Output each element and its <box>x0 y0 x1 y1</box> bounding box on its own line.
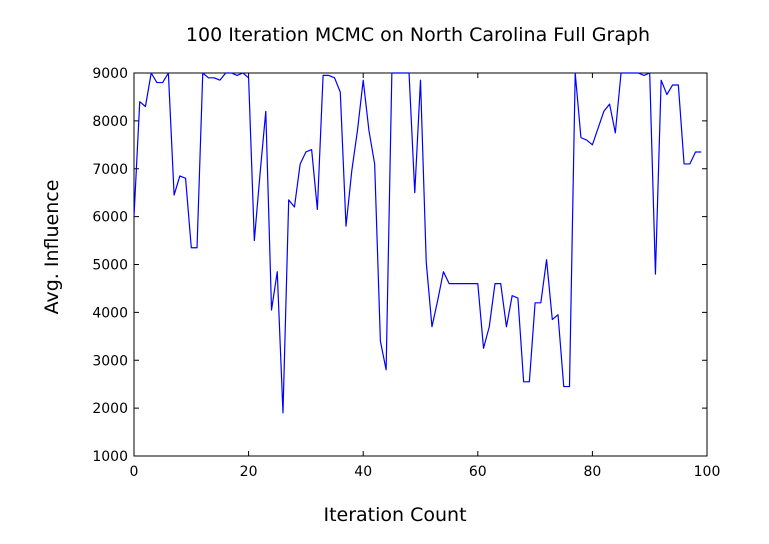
y-tick-label-5: 6000 <box>92 210 128 226</box>
y-tick-label-3: 4000 <box>92 305 128 321</box>
x-axis-ticks: 0 20 40 60 80 100 <box>130 73 721 480</box>
y-axis-label: Avg. Influence <box>41 180 63 315</box>
x-tick-label-0: 0 <box>130 464 139 480</box>
y-tick-label-6: 7000 <box>92 162 128 178</box>
y-axis-ticks: 1000 2000 3000 4000 5000 6000 7000 8000 9000 <box>92 66 707 465</box>
x-tick-label-3: 60 <box>469 464 487 480</box>
y-tick-label-7: 8000 <box>92 114 128 130</box>
x-tick-label-4: 80 <box>583 464 601 480</box>
x-tick-label-1: 20 <box>240 464 258 480</box>
y-tick-label-2: 3000 <box>92 353 128 369</box>
series-line <box>133 72 702 414</box>
x-axis-label: Iteration Count <box>323 504 466 526</box>
plot-frame <box>133 72 708 457</box>
y-tick-label-1: 2000 <box>92 401 128 417</box>
y-tick-label-4: 5000 <box>92 258 128 274</box>
y-tick-label-8: 9000 <box>92 66 128 82</box>
chart-title: 100 Iteration MCMC on North Carolina Ful… <box>186 24 650 46</box>
x-tick-label-5: 100 <box>694 464 721 480</box>
x-tick-label-2: 40 <box>354 464 372 480</box>
y-tick-label-0: 1000 <box>92 449 128 465</box>
